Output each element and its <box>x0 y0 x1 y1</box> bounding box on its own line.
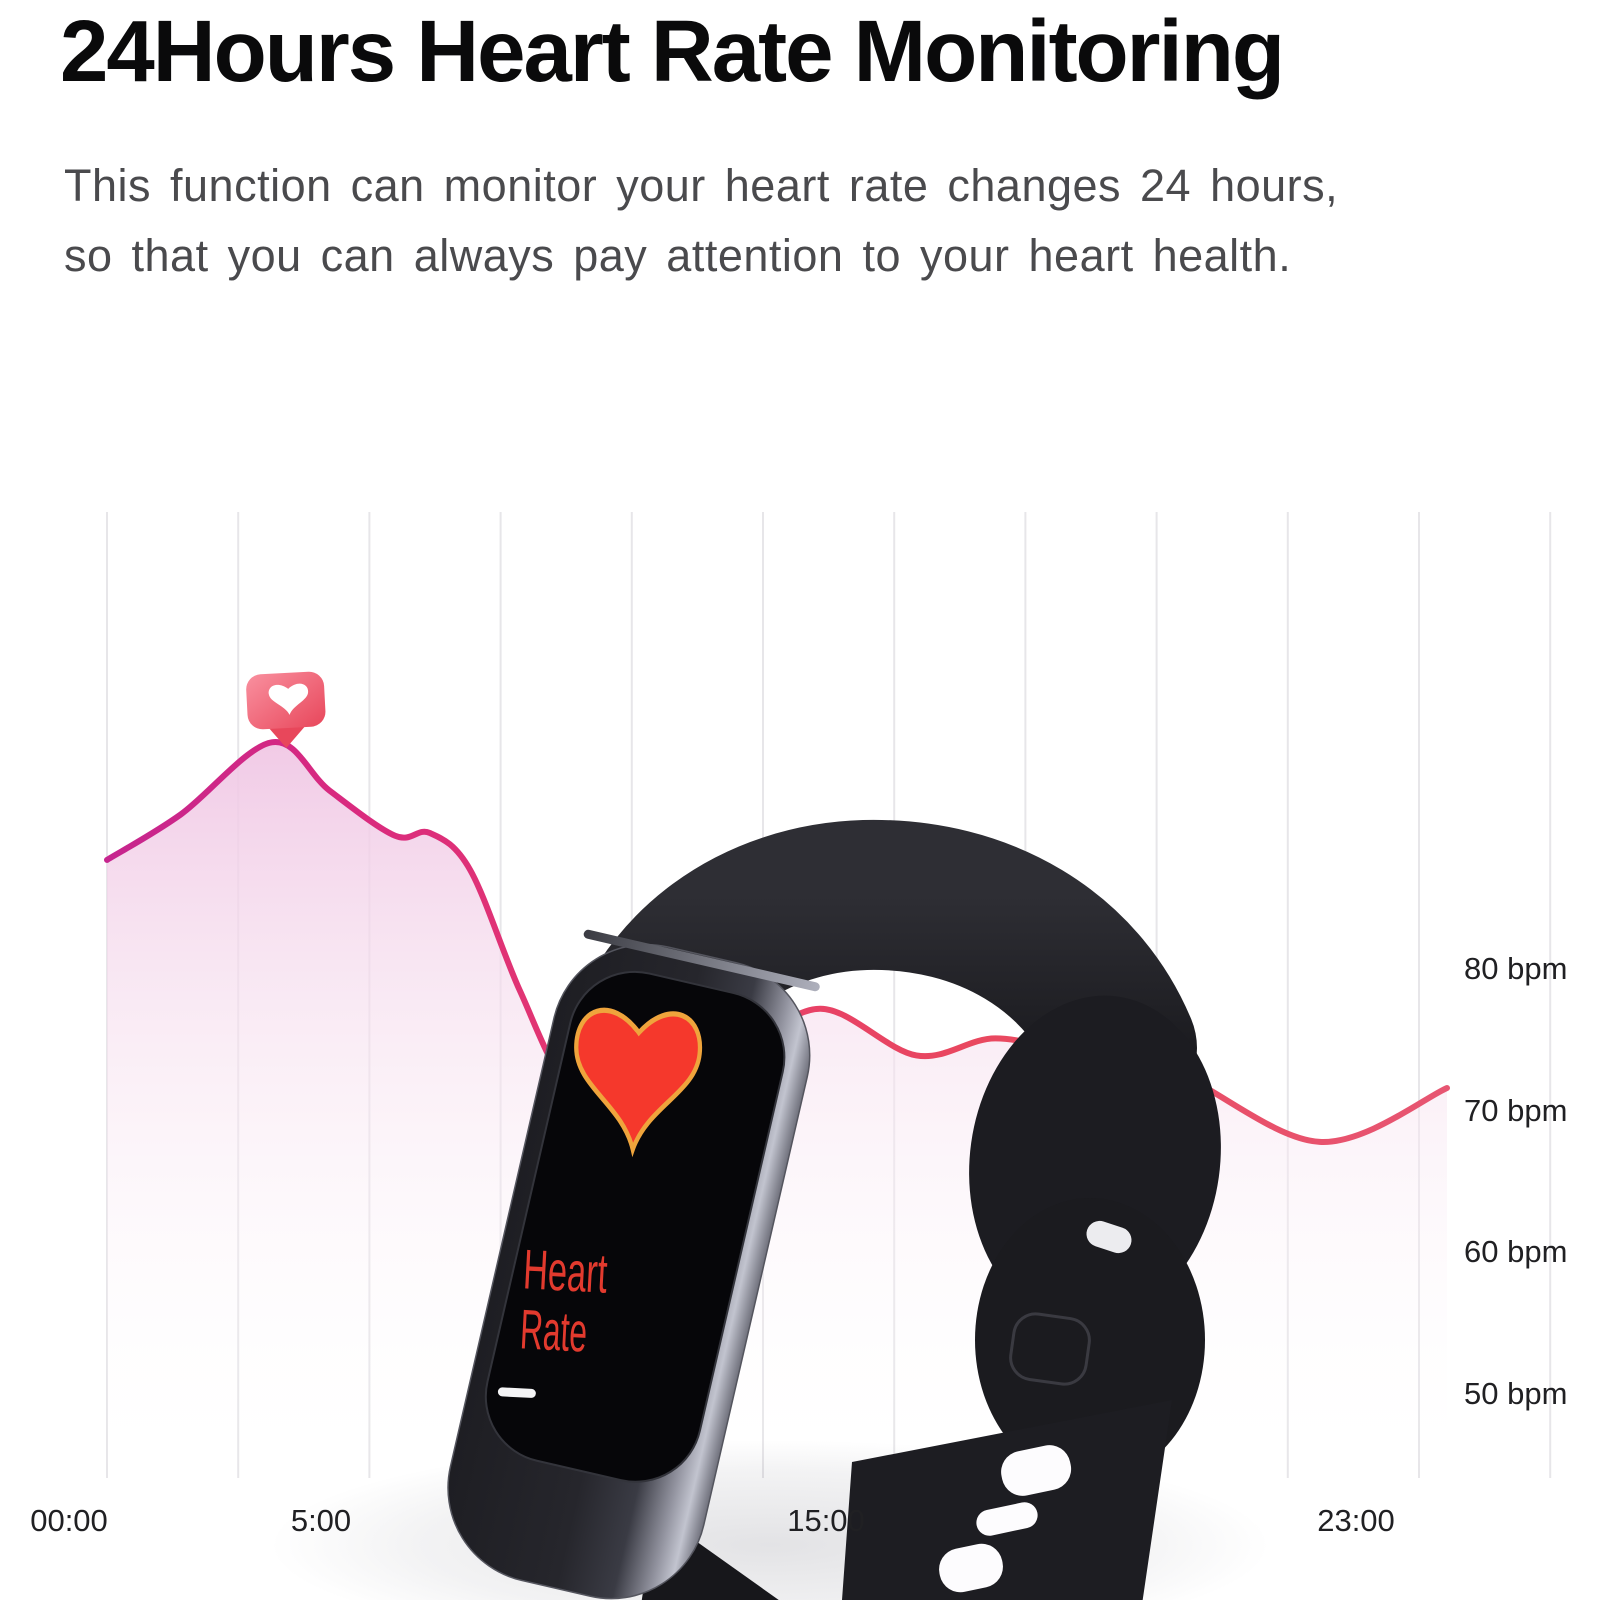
watch-screen-content: Heart Rate <box>497 1006 702 1398</box>
clasp-slot <box>1086 1220 1132 1254</box>
heart-bubble-marker <box>246 671 326 749</box>
strap-hole-1 <box>1001 1445 1072 1496</box>
screen-label-line-1: Heart <box>522 1237 609 1304</box>
subtitle-line-1: This function can monitor your heart rat… <box>64 160 1339 211</box>
strap-hole-2 <box>976 1502 1038 1536</box>
watch-top-bezel <box>583 929 820 992</box>
screen-home-indicator <box>497 1387 536 1398</box>
bubble-tail <box>267 723 308 749</box>
watch-screen <box>484 970 786 1483</box>
strap-hole-3 <box>939 1543 1003 1593</box>
subtitle-line-2: so that you can always pay attention to … <box>64 230 1292 281</box>
clasp-button <box>1009 1312 1091 1386</box>
screen-label-line-2: Rate <box>519 1297 589 1363</box>
strap-bottom <box>842 1400 1172 1600</box>
fitness-band-device: Heart Rate <box>270 819 1270 1600</box>
page-title: 24Hours Heart Rate Monitoring <box>60 3 1285 100</box>
watch-head: Heart Rate <box>447 929 820 1600</box>
